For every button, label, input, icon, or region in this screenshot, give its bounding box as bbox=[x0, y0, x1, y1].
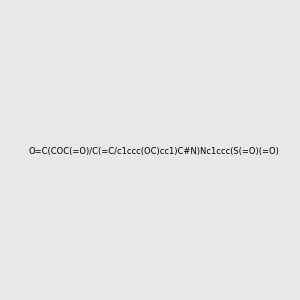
Text: O=C(COC(=O)/C(=C/c1ccc(OC)cc1)C#N)Nc1ccc(S(=O)(=O): O=C(COC(=O)/C(=C/c1ccc(OC)cc1)C#N)Nc1ccc… bbox=[28, 147, 279, 156]
